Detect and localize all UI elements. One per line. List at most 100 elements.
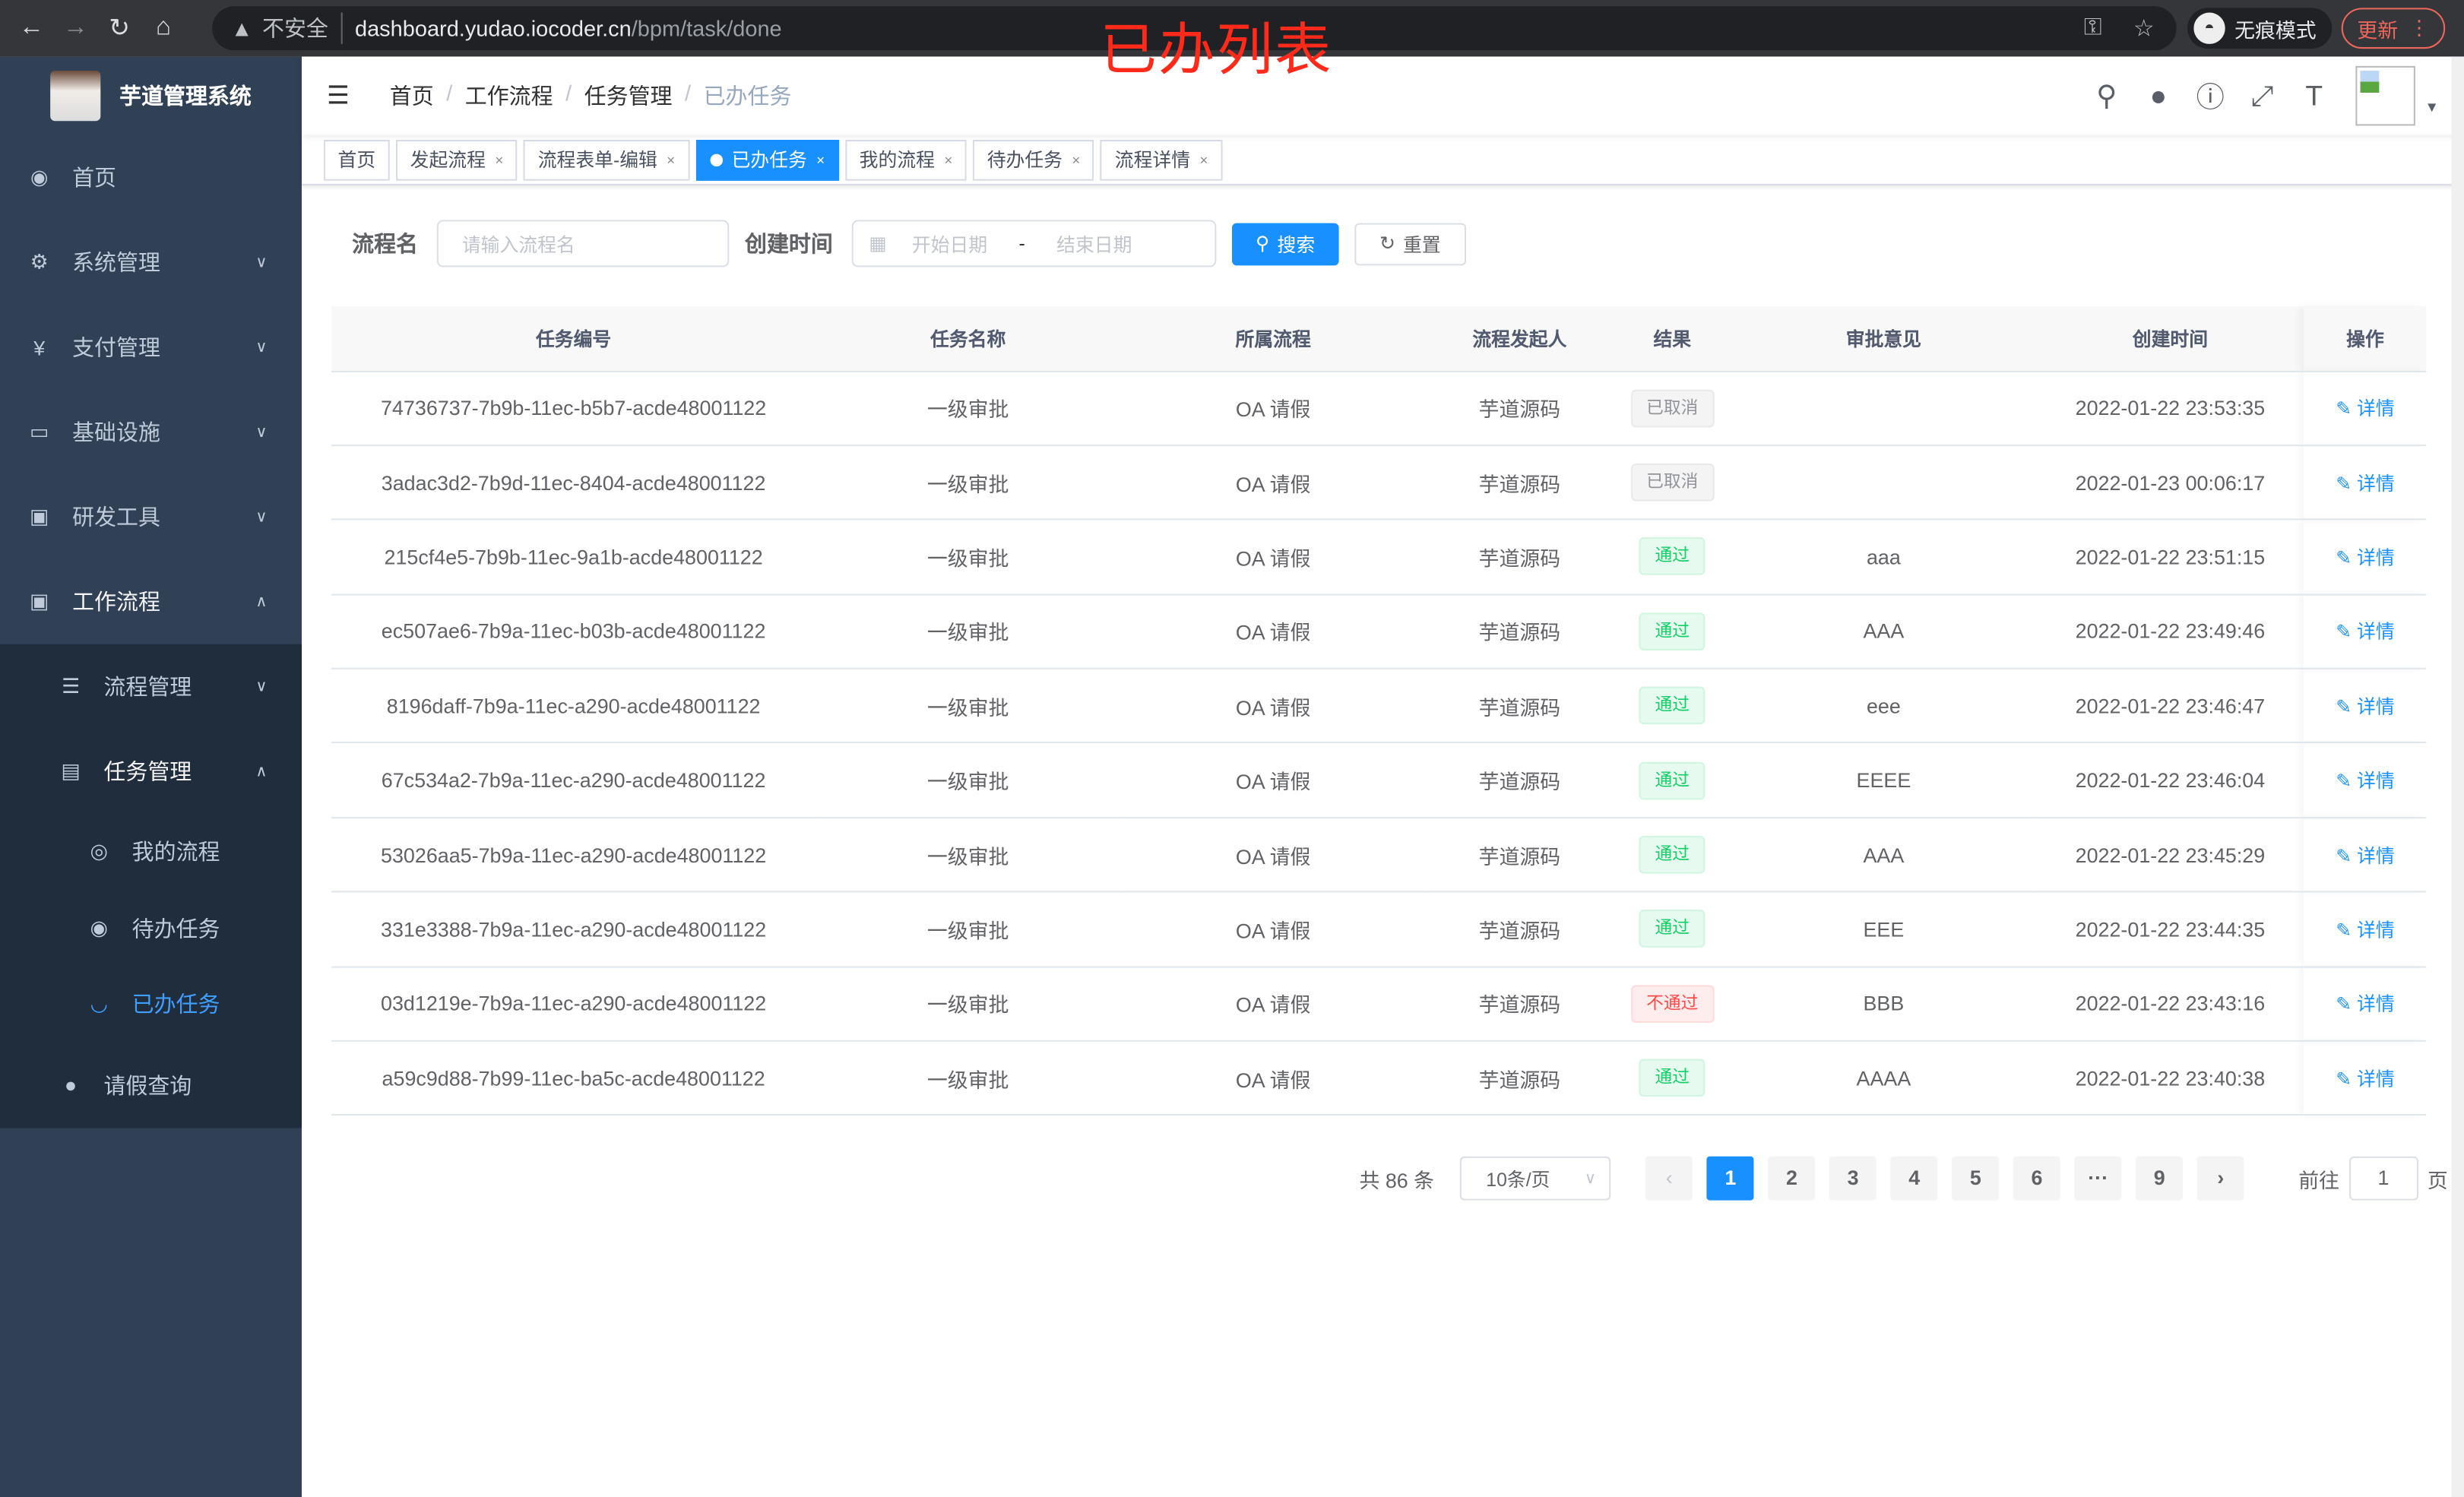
result-badge: 通过 <box>1639 910 1705 948</box>
sidebar-item-pay[interactable]: ¥ 支付管理 ∨ <box>0 305 302 390</box>
page-button[interactable]: 5 <box>1952 1156 2000 1201</box>
comment: aaa <box>1731 519 2037 595</box>
bpm-submenu: ☰ 流程管理 ∨ ▤ 任务管理 ∧ ◎ 我的流程 ◉ 待办任务 ◡ 已办任务 ● 请假查询 <box>0 644 302 1128</box>
page-button[interactable]: 9 <box>2136 1156 2184 1201</box>
update-button[interactable]: 更新 ⋮ <box>2341 8 2446 49</box>
fullscreen-icon[interactable]: ⤢ <box>2250 79 2274 111</box>
people-icon: ◎ <box>90 839 108 863</box>
tag-home[interactable]: 首页 <box>323 138 390 180</box>
detail-button[interactable]: ✎ 详情 <box>2336 844 2394 866</box>
result-cell: 通过 <box>1613 519 1731 595</box>
chevron-down-icon: ∨ <box>255 338 268 356</box>
tag-done-task[interactable]: 已办任务 × <box>695 138 839 180</box>
help-icon[interactable]: ⓘ <box>2196 81 2225 113</box>
breadcrumb-item[interactable]: 任务管理 <box>584 83 673 109</box>
task-id: 8196daff-7b9a-11ec-a290-acde48001122 <box>331 668 816 744</box>
detail-button[interactable]: ✎ 详情 <box>2336 546 2394 568</box>
eye-closed-icon: ◡ <box>90 992 108 1016</box>
tag-start-process[interactable]: 发起流程 × <box>396 138 518 180</box>
action-cell: ✎ 详情 <box>2304 891 2427 967</box>
chevron-down-icon: ∨ <box>1584 1169 1597 1188</box>
more-icon[interactable]: ⋮ <box>2409 15 2430 40</box>
key-icon[interactable]: ⚿ <box>2083 14 2102 41</box>
detail-button[interactable]: ✎ 详情 <box>2336 397 2394 419</box>
close-icon[interactable]: × <box>944 151 953 168</box>
caret-down-icon[interactable]: ▼ <box>2424 99 2439 115</box>
sidebar-item-tool[interactable]: ▣ 研发工具 ∨ <box>0 474 302 559</box>
detail-button[interactable]: ✎ 详情 <box>2336 993 2394 1015</box>
reload-icon[interactable]: ↻ <box>109 15 130 43</box>
date-range-picker[interactable]: ▦ 开始日期 - 结束日期 <box>851 220 1217 267</box>
detail-button[interactable]: ✎ 详情 <box>2336 1068 2394 1090</box>
font-size-icon[interactable]: T <box>2305 79 2323 111</box>
back-icon[interactable]: ← <box>18 14 44 41</box>
home-icon[interactable]: ⌂ <box>156 14 172 41</box>
github-icon[interactable]: ● <box>2149 79 2168 111</box>
detail-button[interactable]: ✎ 详情 <box>2336 472 2394 494</box>
tag-my-process[interactable]: 我的流程 × <box>845 138 967 180</box>
process-name-input[interactable]: 请输入流程名 <box>436 220 730 267</box>
forward-icon[interactable]: → <box>62 14 88 41</box>
detail-button[interactable]: ✎ 详情 <box>2336 695 2394 717</box>
detail-button[interactable]: ✎ 详情 <box>2336 621 2394 643</box>
sidebar-item-leave[interactable]: ● 请假查询 <box>0 1043 302 1128</box>
sidebar-item-system[interactable]: ⚙ 系统管理 ∨ <box>0 220 302 305</box>
result-cell: 通过 <box>1613 742 1731 818</box>
breadcrumb-item[interactable]: 首页 <box>389 83 434 109</box>
page-button[interactable]: 3 <box>1829 1156 1877 1201</box>
page-button[interactable]: 2 <box>1768 1156 1816 1201</box>
breadcrumb-item[interactable]: 工作流程 <box>464 83 553 109</box>
prev-page-button[interactable]: ‹ <box>1645 1156 1693 1201</box>
logo[interactable]: 芋道管理系统 <box>0 56 302 135</box>
comment <box>1731 370 2037 446</box>
detail-button[interactable]: ✎ 详情 <box>2336 770 2394 792</box>
close-icon[interactable]: × <box>1072 151 1081 168</box>
sidebar-item-home[interactable]: ◉ 首页 <box>0 135 302 220</box>
scrollbar[interactable] <box>2451 56 2464 1497</box>
star-icon[interactable]: ☆ <box>2133 15 2155 43</box>
page-size-select[interactable]: 10条/页 ∨ <box>1459 1156 1610 1201</box>
close-icon[interactable]: × <box>816 151 825 168</box>
page-button[interactable]: ··· <box>2074 1156 2122 1201</box>
end-date-input[interactable]: 结束日期 <box>1056 233 1132 255</box>
detail-button[interactable]: ✎ 详情 <box>2336 919 2394 941</box>
tag-form-edit[interactable]: 流程表单-编辑 × <box>524 138 689 180</box>
logo-image <box>50 71 101 122</box>
sidebar-item-infra[interactable]: ▭ 基础设施 ∨ <box>0 390 302 475</box>
edit-icon: ✎ <box>2336 919 2352 942</box>
next-page-button[interactable]: › <box>2196 1156 2244 1201</box>
page-button[interactable]: 6 <box>2013 1156 2061 1201</box>
close-icon[interactable]: × <box>667 151 676 168</box>
sidebar-item-process-manage[interactable]: ☰ 流程管理 ∨ <box>0 644 302 730</box>
page-button[interactable]: 4 <box>1890 1156 1938 1201</box>
sidebar-item-todo[interactable]: ◉ 待办任务 <box>0 890 302 966</box>
tag-process-detail[interactable]: 流程详情 × <box>1101 138 1222 180</box>
close-icon[interactable]: × <box>495 151 504 168</box>
search-button[interactable]: ⚲ 搜索 <box>1231 222 1339 265</box>
action-cell: ✎ 详情 <box>2304 966 2427 1042</box>
chevron-down-icon: ∨ <box>255 253 268 271</box>
avatar[interactable] <box>2355 65 2416 126</box>
incognito-badge[interactable]: ◓ 无痕模式 <box>2187 8 2333 49</box>
create-time: 2022-01-22 23:46:47 <box>2036 668 2304 744</box>
goto-page-input[interactable]: 1 <box>2348 1156 2418 1201</box>
close-icon[interactable]: × <box>1199 151 1208 168</box>
sidebar-item-bpm[interactable]: ▣ 工作流程 ∧ <box>0 559 302 644</box>
page-button[interactable]: 1 <box>1706 1156 1754 1201</box>
start-date-input[interactable]: 开始日期 <box>911 233 988 255</box>
search-icon[interactable]: ⚲ <box>2096 79 2117 111</box>
starter: 芋道源码 <box>1425 817 1614 893</box>
url-path: /bpm/task/done <box>631 15 782 41</box>
tag-todo-task[interactable]: 待办任务 × <box>973 138 1094 180</box>
hamburger-icon[interactable]: ☰ <box>327 83 350 110</box>
sidebar-item-my-process[interactable]: ◎ 我的流程 <box>0 814 302 890</box>
result-badge: 已取消 <box>1630 464 1715 502</box>
sidebar-item-task-manage[interactable]: ▤ 任务管理 ∧ <box>0 729 302 814</box>
reset-button[interactable]: ↻ 重置 <box>1354 222 1466 265</box>
task-id: 67c534a2-7b9a-11ec-a290-acde48001122 <box>331 742 816 818</box>
page-suffix: 页 <box>2427 1168 2448 1192</box>
detail-label: 详情 <box>2357 546 2395 569</box>
address-bar[interactable]: ▲ 不安全 dashboard.yudao.iocoder.cn/bpm/tas… <box>212 6 2177 51</box>
tag-label: 我的流程 <box>859 149 935 172</box>
sidebar-item-done[interactable]: ◡ 已办任务 <box>0 967 302 1043</box>
